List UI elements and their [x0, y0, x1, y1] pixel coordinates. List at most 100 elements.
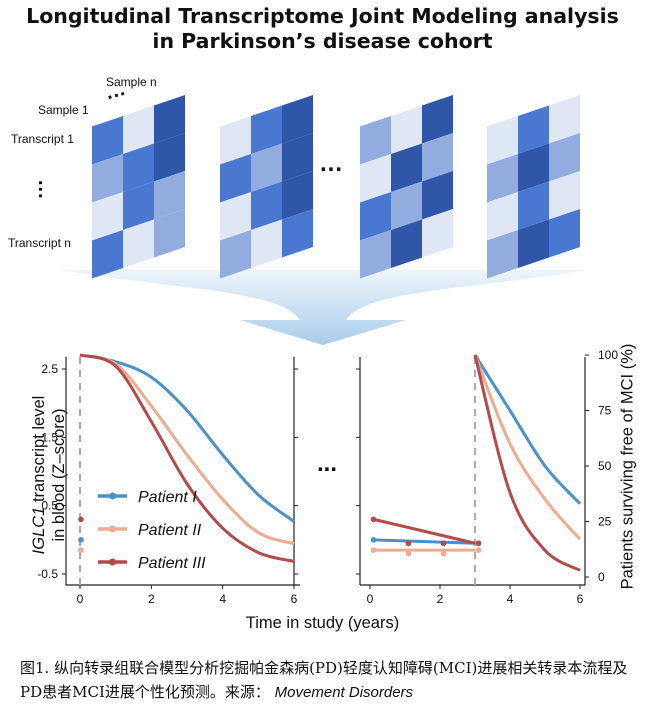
heatmap-2 [220, 95, 313, 279]
left-survival-line-patient-3 [79, 353, 295, 563]
funnel-arrow [60, 270, 586, 345]
legend-label-patient-2: Patient II [138, 522, 202, 539]
figure-caption: 图1. 纵向转录组联合模型分析挖掘帕金森病(PD)轻度认知障碍(MCI)进展相关… [20, 656, 630, 705]
heatmap-cell [487, 154, 518, 203]
heatmap-cell [518, 105, 549, 154]
heatmap-cell [549, 171, 580, 220]
left-y-tick-label: 2.5 [41, 362, 58, 376]
panel-ellipsis: ... [317, 450, 337, 477]
left-survival-line-patient-1 [79, 353, 295, 523]
left-y-axis-label: IGLC1 transcript level in blood (Z–score… [29, 390, 69, 560]
transcript-1-label: Transcript 1 [11, 132, 74, 146]
right-marker-point [440, 540, 447, 547]
sample-n-label: Sample n [106, 75, 157, 89]
heatmap-cell [251, 105, 282, 154]
heatmap-cell [518, 219, 549, 268]
heatmap-1 [92, 95, 185, 279]
heatmap-cell [518, 143, 549, 192]
x-axis-label: Time in study (years) [245, 614, 400, 632]
heatmap-cell [220, 154, 251, 203]
right-survival-line-patient-2 [473, 354, 582, 541]
heatmap-cell [422, 171, 453, 220]
heatmap-cell [391, 143, 422, 192]
right-x-tick-label: 6 [577, 592, 584, 606]
legend-label-patient-3: Patient III [138, 555, 206, 572]
heatmap-cell [360, 116, 391, 165]
heatmap-cell [487, 230, 518, 279]
heatmap-cell [487, 192, 518, 241]
heatmap-cell [123, 143, 154, 192]
right-marker-point [405, 540, 412, 547]
figure-title-line-1: Longitudinal Transcriptome Joint Modelin… [26, 4, 619, 28]
heatmap-cell [220, 192, 251, 241]
right-marker-point [370, 547, 377, 553]
heatmap-cell [391, 105, 422, 154]
heatmap-cell [360, 230, 391, 279]
heatmap-cell [282, 95, 313, 144]
left-x-tick-label: 0 [77, 592, 84, 606]
right-marker-point [405, 550, 412, 557]
heatmap-cell [549, 209, 580, 258]
figure-title-line-2: in Parkinson’s disease cohort [152, 29, 493, 53]
heatmap-cell [422, 133, 453, 182]
left-y-axis-gene: IGLC1 [30, 506, 48, 555]
heatmap-cell [92, 154, 123, 203]
heatmap-cell [487, 116, 518, 165]
right-x-tick-label: 2 [437, 592, 444, 606]
left-x-tick-label: 4 [219, 592, 226, 606]
right-marker-line-patient-3 [373, 517, 476, 545]
heatmap-cell [251, 143, 282, 192]
heatmap-cell [92, 116, 123, 165]
heatmap-cell [251, 181, 282, 230]
left-y-tick-label: 1.5 [41, 430, 58, 444]
legend-marker-patient-2 [109, 525, 116, 533]
heatmap-series-ellipsis: ... [320, 150, 344, 177]
heatmap-cell [154, 133, 185, 182]
left-y-axis-text-line2: in blood (Z–score) [50, 408, 68, 542]
heatmap-cell [123, 219, 154, 268]
legend-marker-patient-3 [109, 558, 116, 566]
heatmap-cell [154, 95, 185, 144]
heatmap-cell [154, 209, 185, 258]
right-y-tick-label: 50 [598, 459, 612, 473]
right-y-tick-label: 100 [598, 348, 618, 362]
heatmap-cell [422, 95, 453, 144]
right-survival-line-patient-1 [473, 354, 582, 505]
right-x-tick-label: 4 [507, 592, 514, 606]
heatmap-cell [282, 171, 313, 220]
right-y-tick-label: 75 [598, 404, 612, 418]
heatmap-cell [360, 192, 391, 241]
heatmap-cell [360, 154, 391, 203]
heatmap-4 [487, 95, 580, 279]
left-baseline-point-patient-3 [78, 516, 84, 523]
heatmap-cell [391, 181, 422, 230]
left-survival-line-patient-2 [79, 353, 295, 546]
heatmap-cell [154, 171, 185, 220]
heatmap-diagram [60, 95, 586, 345]
right-marker-point [475, 540, 482, 547]
heatmap-cell [92, 230, 123, 279]
sample-1-label: Sample 1 [38, 103, 89, 117]
right-survival-line-patient-3 [473, 354, 581, 572]
left-baseline-point-patient-2 [78, 547, 84, 553]
heatmap-cell [549, 95, 580, 144]
caption-source: Movement Disorders [274, 684, 414, 701]
heatmap-cell [92, 192, 123, 241]
legend-label-patient-1: Patient I [138, 489, 197, 506]
heatmap-cell [282, 209, 313, 258]
right-marker-point [370, 537, 377, 543]
caption-text: 图1. 纵向转录组联合模型分析挖掘帕金森病(PD)轻度认知障碍(MCI)进展相关… [20, 659, 628, 701]
right-y-tick-label: 25 [598, 515, 612, 529]
left-y-axis-text: transcript level [30, 395, 48, 507]
right-marker-point [475, 547, 482, 553]
heatmap-cell [123, 181, 154, 230]
right-marker-point [440, 550, 447, 557]
right-marker-point [370, 516, 377, 523]
left-x-tick-label: 6 [291, 592, 298, 606]
left-baseline-point-patient-1 [78, 537, 84, 543]
heatmap-cell [422, 209, 453, 258]
right-y-tick-label: 0 [598, 570, 605, 584]
heatmap-cell [549, 133, 580, 182]
heatmap-cell [518, 181, 549, 230]
